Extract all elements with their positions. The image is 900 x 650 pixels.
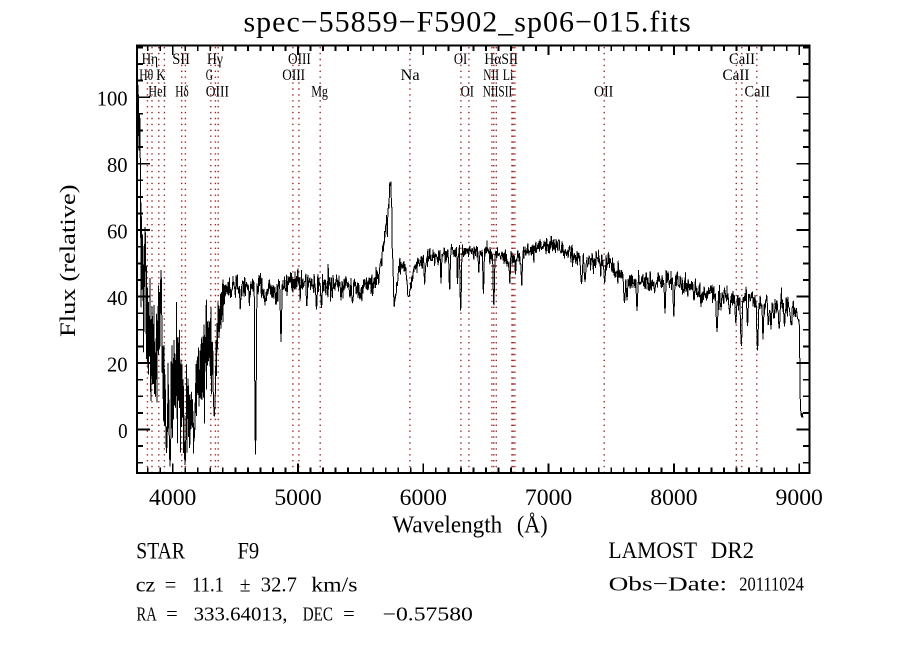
- svg-text:spec−55859−F5902_sp06−015.fits: spec−55859−F5902_sp06−015.fits: [243, 6, 691, 39]
- svg-text:=: =: [166, 603, 178, 625]
- svg-text:4000: 4000: [149, 485, 196, 511]
- svg-text:20111024: 20111024: [739, 573, 804, 595]
- svg-text:LAMOST: LAMOST: [608, 538, 697, 563]
- svg-text:40: 40: [107, 286, 128, 310]
- svg-text:cz: cz: [136, 572, 156, 596]
- svg-text:=: =: [343, 603, 355, 625]
- svg-text:100: 100: [97, 87, 128, 111]
- svg-text:CaII: CaII: [723, 67, 750, 84]
- svg-text:OII: OII: [594, 83, 613, 100]
- svg-text:Hθ: Hθ: [139, 67, 153, 84]
- svg-text:G: G: [206, 67, 214, 84]
- svg-text:7000: 7000: [525, 485, 572, 511]
- svg-text:80: 80: [107, 153, 128, 177]
- svg-text:11.1: 11.1: [192, 572, 224, 596]
- svg-text:20: 20: [107, 352, 128, 376]
- svg-text:0: 0: [118, 419, 128, 443]
- svg-text:60: 60: [107, 220, 128, 244]
- svg-text:8000: 8000: [650, 485, 697, 511]
- svg-text:Hγ: Hγ: [207, 51, 223, 68]
- svg-text:K: K: [156, 67, 166, 84]
- svg-text:Hη: Hη: [142, 51, 158, 68]
- svg-text:333.64013,: 333.64013,: [194, 603, 288, 625]
- svg-text:DEC: DEC: [303, 603, 333, 625]
- svg-text:OI: OI: [461, 83, 474, 100]
- svg-text:SII: SII: [172, 51, 190, 68]
- svg-text:OIII: OIII: [288, 51, 311, 68]
- svg-text:±: ±: [240, 572, 251, 596]
- svg-text:OI: OI: [454, 51, 467, 68]
- svg-text:HαSII: HαSII: [484, 51, 518, 68]
- svg-text:Na: Na: [401, 67, 420, 84]
- svg-text:5000: 5000: [274, 485, 321, 511]
- svg-text:6000: 6000: [400, 485, 447, 511]
- svg-text:Mg: Mg: [311, 83, 328, 100]
- svg-text:32.7: 32.7: [261, 572, 297, 596]
- svg-text:HeI: HeI: [148, 83, 166, 100]
- svg-text:Obs−Date:: Obs−Date:: [609, 573, 728, 595]
- svg-text:Wavelength: Wavelength: [392, 513, 502, 539]
- svg-text:NII: NII: [483, 67, 499, 84]
- svg-text:9000: 9000: [776, 485, 823, 511]
- svg-text:−0.57580: −0.57580: [383, 603, 473, 625]
- svg-text:Li: Li: [503, 67, 514, 84]
- svg-text:DR2: DR2: [711, 538, 754, 563]
- svg-text:CaII: CaII: [745, 83, 771, 100]
- svg-text:CaII: CaII: [729, 51, 755, 68]
- svg-text:OIII: OIII: [206, 83, 229, 100]
- svg-text:(Å): (Å): [517, 513, 548, 539]
- svg-text:Flux (relative): Flux (relative): [55, 184, 80, 337]
- svg-text:Hδ: Hδ: [175, 83, 189, 100]
- svg-text:=: =: [165, 572, 177, 596]
- svg-text:STAR: STAR: [136, 539, 185, 564]
- svg-text:NIISII: NIISII: [483, 83, 512, 100]
- svg-text:km/s: km/s: [311, 572, 357, 596]
- svg-text:RA: RA: [137, 603, 158, 625]
- svg-text:F9: F9: [238, 539, 260, 564]
- svg-text:OIII: OIII: [282, 67, 305, 84]
